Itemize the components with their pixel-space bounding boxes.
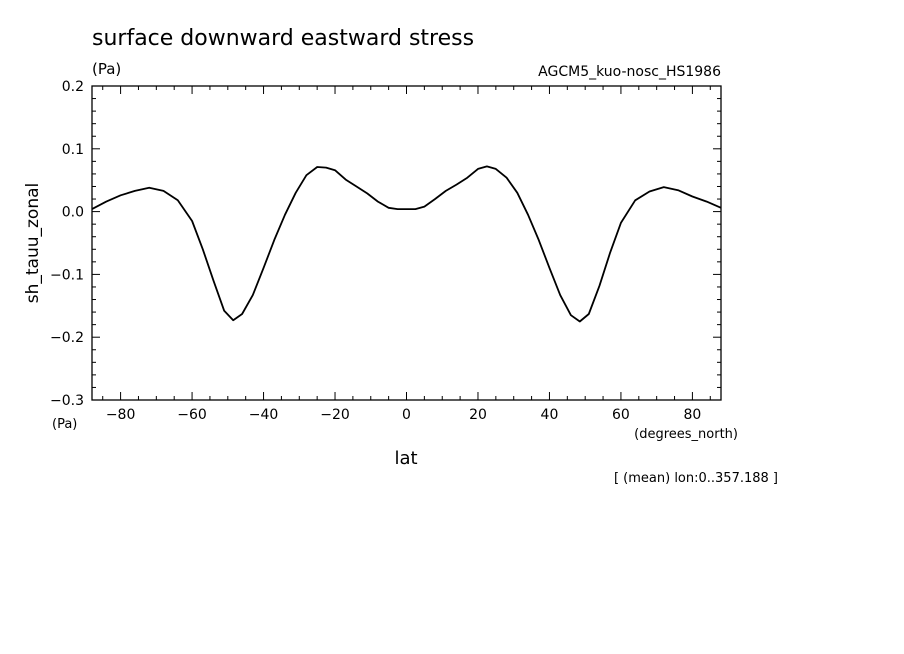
x-tick-label: −20 [320,407,350,423]
x-axis-label: lat [394,448,417,469]
x-unit-label: (degrees_north) [634,427,738,442]
series-line [91,165,722,323]
x-tick-label: 80 [683,407,701,423]
x-tick-label: −40 [249,407,279,423]
y-tick-label: −0.2 [50,330,84,346]
y-unit-label: (Pa) [52,417,77,432]
chart-title: surface downward eastward stress [92,26,474,51]
footnote: [ (mean) lon:0..357.188 ] [614,471,778,486]
title-unit: (Pa) [92,60,121,78]
y-tick-label: 0.0 [62,205,84,221]
y-tick-label: 0.1 [62,142,84,158]
x-tick-label: 20 [469,407,487,423]
tick-marks [92,85,721,401]
y-tick-label: 0.2 [62,79,84,95]
plot-frame [91,85,722,401]
y-axis-label: sh_tauu_zonal [23,183,43,304]
y-tick-label: −0.3 [50,393,84,409]
x-tick-label: 40 [541,407,559,423]
x-tick-label: −60 [177,407,207,423]
x-tick-label: 60 [612,407,630,423]
tick-labels: −80 −60 −40 −20 0 20 40 60 80 0.2 0.1 0.0 −0.1 −0.2 −0… [50,79,701,423]
axes [91,85,722,401]
run-label: AGCM5_kuo-nosc_HS1986 [538,64,721,80]
y-tick-label: −0.1 [50,267,84,283]
series-group [91,165,722,323]
x-tick-label: 0 [402,407,411,423]
x-tick-label: −80 [106,407,136,423]
